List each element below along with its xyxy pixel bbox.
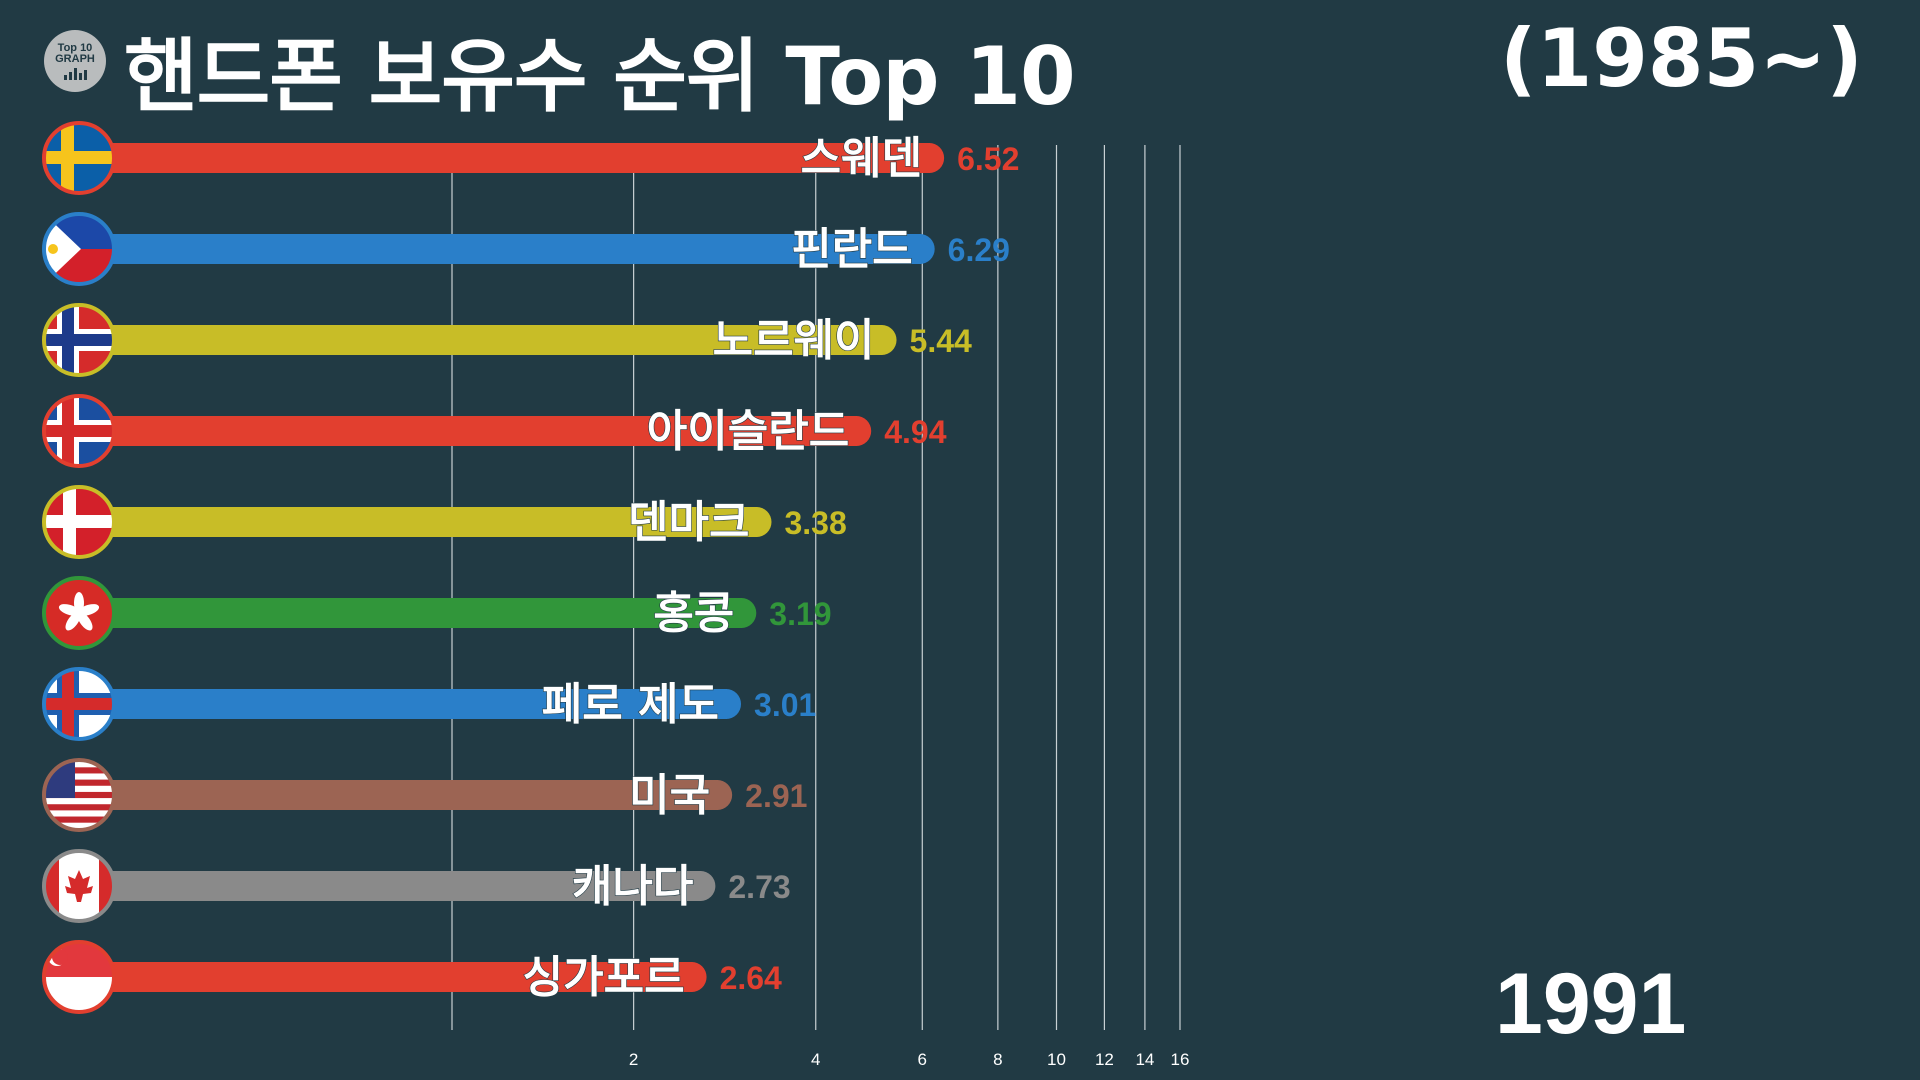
bar <box>104 507 758 537</box>
bar-end-cap <box>685 871 716 901</box>
norway-flag <box>45 306 113 374</box>
bar-end-cap <box>711 689 742 719</box>
singapore-flag <box>45 943 113 1011</box>
philippines-flag <box>45 215 113 283</box>
chart-title: 핸드폰 보유수 순위 Top 10 <box>124 30 1076 123</box>
bar-end-cap <box>726 598 757 628</box>
canada-flag <box>45 852 113 920</box>
flag-ring <box>42 849 116 923</box>
flag-ring <box>42 940 116 1014</box>
faroe-islands-flag <box>45 670 113 738</box>
x-tick-label: 16 <box>1171 1050 1190 1069</box>
country-label: 미국 <box>629 770 710 821</box>
bar <box>104 962 693 992</box>
country-label: 스웨덴 <box>801 133 922 184</box>
value-label: 2.91 <box>745 778 807 814</box>
country-label: 덴마크 <box>628 497 749 548</box>
value-label: 3.01 <box>754 687 816 723</box>
value-label: 6.29 <box>948 232 1010 268</box>
flag-ring <box>42 485 116 559</box>
flag-ring <box>42 394 116 468</box>
flag-ring <box>42 121 116 195</box>
iceland-flag <box>45 397 113 465</box>
current-year: 1991 <box>1495 956 1687 1052</box>
bar <box>104 143 931 173</box>
bar-end-cap <box>904 234 935 264</box>
sweden-flag <box>45 124 113 192</box>
value-label: 2.73 <box>728 869 790 905</box>
bar <box>104 234 921 264</box>
bar <box>104 780 719 810</box>
flag-ring <box>42 212 116 286</box>
denmark-flag <box>45 488 113 556</box>
bar-end-cap <box>841 416 872 446</box>
x-tick-label: 2 <box>629 1050 638 1069</box>
logo-text-top: Top 10 <box>57 41 93 54</box>
logo-bar-chart-icon <box>63 67 87 80</box>
logo-text-bottom: GRAPH <box>55 52 95 65</box>
bar <box>104 871 702 901</box>
flag-ring <box>42 303 116 377</box>
x-tick-label: 8 <box>993 1050 1002 1069</box>
bar-end-cap <box>914 143 945 173</box>
value-label: 3.38 <box>784 505 846 541</box>
value-label: 4.94 <box>884 414 946 450</box>
bar-end-cap <box>741 507 772 537</box>
bar-end-cap <box>866 325 897 355</box>
x-tick-label: 6 <box>918 1050 927 1069</box>
country-label: 싱가포르 <box>523 952 685 1003</box>
flag-ring <box>42 576 116 650</box>
flag-ring <box>42 758 116 832</box>
value-label: 3.19 <box>769 596 831 632</box>
flag-ring <box>42 667 116 741</box>
channel-logo: Top 10 GRAPH <box>44 30 106 92</box>
bar <box>104 325 883 355</box>
value-label: 5.44 <box>910 323 972 359</box>
x-tick-label: 4 <box>811 1050 820 1069</box>
country-label: 노르웨이 <box>713 315 875 366</box>
x-tick-label: 14 <box>1135 1050 1154 1069</box>
country-label: 아이슬란드 <box>647 406 849 457</box>
x-tick-label: 12 <box>1095 1050 1114 1069</box>
hong-kong-flag <box>45 579 113 647</box>
country-label: 홍콩 <box>653 588 734 639</box>
bar-end-cap <box>676 962 707 992</box>
x-tick-label: 10 <box>1047 1050 1066 1069</box>
country-label: 캐나다 <box>572 861 693 912</box>
bar <box>104 598 743 628</box>
bar <box>104 689 728 719</box>
usa-flag <box>45 761 113 829</box>
bar <box>104 416 858 446</box>
period-label: (1985~) <box>1500 12 1863 105</box>
country-label: 핀란드 <box>791 224 912 275</box>
value-label: 6.52 <box>957 141 1019 177</box>
value-label: 2.64 <box>720 960 782 996</box>
bar-end-cap <box>702 780 733 810</box>
country-label: 페로 제도 <box>542 679 719 730</box>
